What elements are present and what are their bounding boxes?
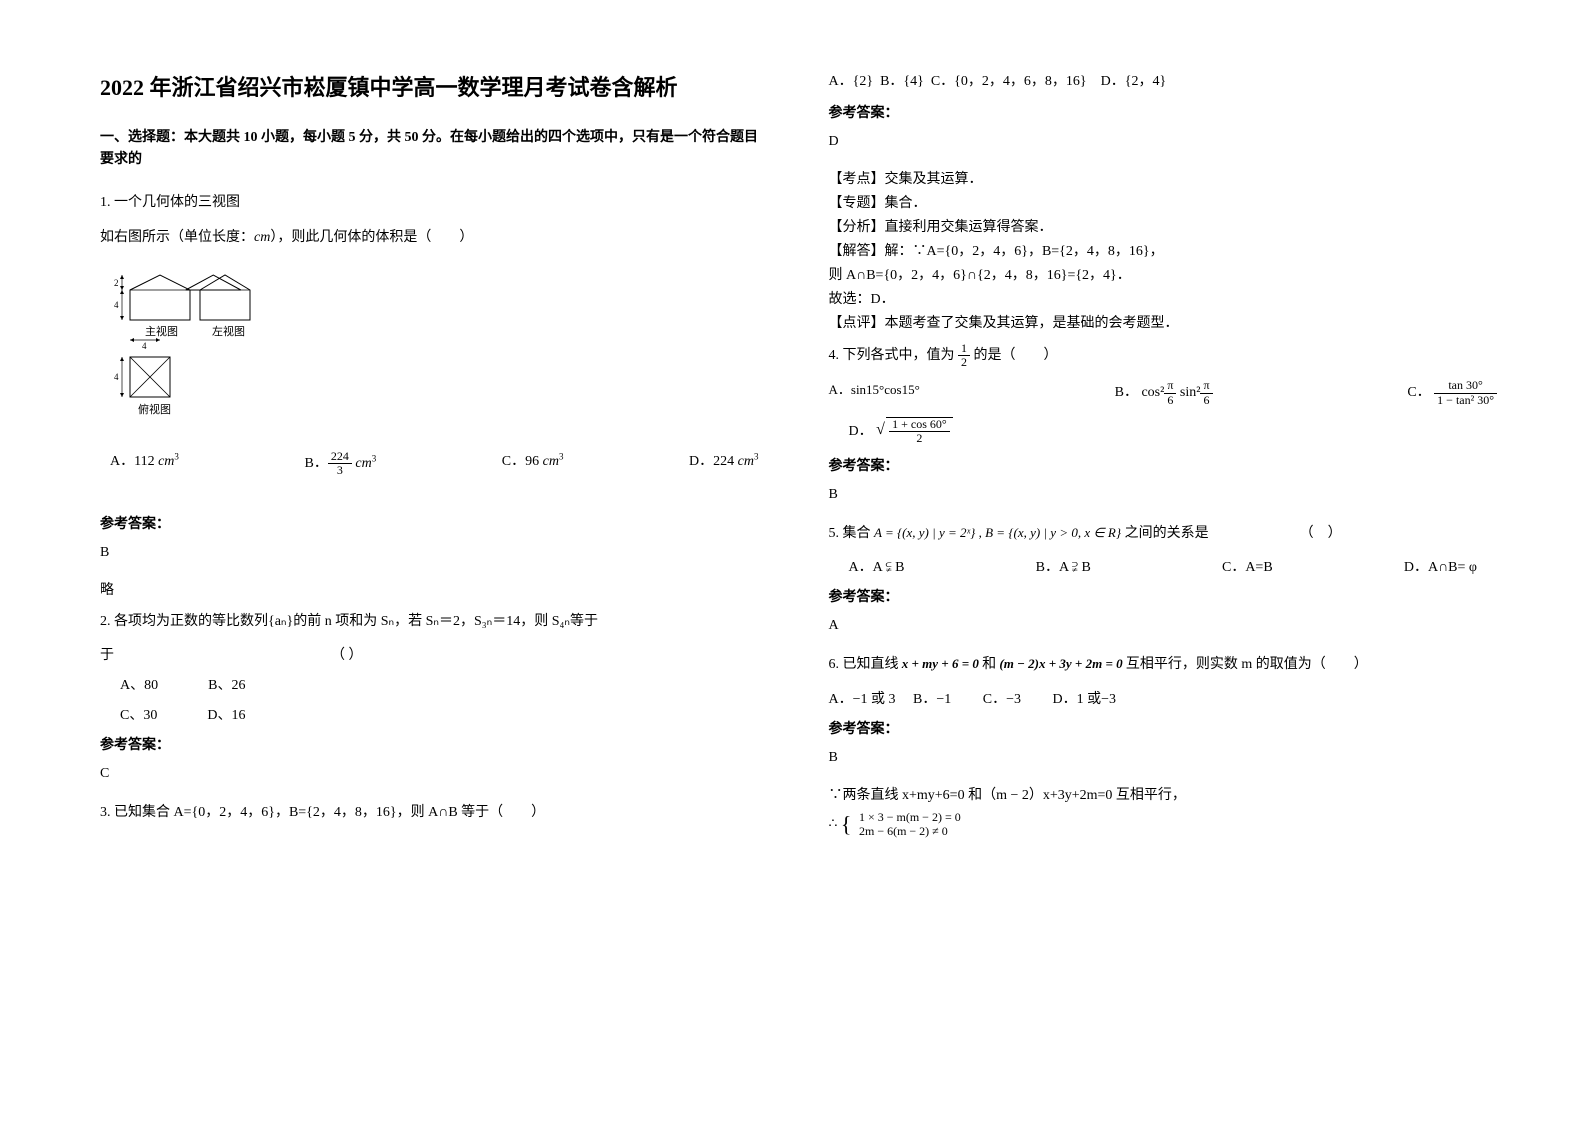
- q2-options: A、80 B、26: [120, 674, 769, 694]
- q1-optD: D．224 cm3: [689, 450, 758, 477]
- q2-options-row2: C、30 D、16: [120, 704, 769, 724]
- dim-2-a: 2: [114, 278, 119, 288]
- q4-optB: B． cos²π6 sin²π6: [1115, 379, 1213, 406]
- top-view-label: 俯视图: [138, 402, 171, 416]
- q2-optB: B、26: [208, 674, 245, 694]
- main-view-label: 主视图: [145, 324, 178, 338]
- q4-options-row1: A．sin15°cos15° B． cos²π6 sin²π6 C． tan 3…: [829, 379, 1498, 406]
- q6-ans-label: 参考答案：: [829, 718, 1498, 738]
- q5-options: A．A ⫋ B B．A ⫌ B C．A=B D．A∩B= φ: [829, 556, 1498, 576]
- three-view-svg: 2 4 主视图 左视图 4: [100, 265, 260, 435]
- dim-4-c: 4: [114, 372, 119, 382]
- q6-exp2: ∴ { 1 × 3 − m(m − 2) = 0 2m − 6(m − 2) ≠…: [829, 810, 1498, 839]
- q2-optC: C、30: [120, 704, 157, 724]
- q6-exp1: ∵两条直线 x+my+6=0 和（m − 2）x+3y+2m=0 互相平行，: [829, 784, 1498, 804]
- q6-ans: B: [829, 750, 1498, 766]
- q1-stem2-post: ），则此几何体的体积是（ ）: [270, 230, 473, 245]
- q3-ans: D: [829, 134, 1498, 150]
- question-6: 6. 已知直线 x + my + 6 = 0 和 (m − 2)x + 3y +…: [829, 652, 1498, 677]
- q3-exp6: 故选：D．: [829, 288, 1498, 308]
- q3-ans-label: 参考答案：: [829, 102, 1498, 122]
- q4-stem-post: 的是（ ）: [974, 348, 1058, 363]
- q3-exp7: 【点评】本题考查了交集及其运算，是基础的会考题型．: [829, 312, 1498, 332]
- q2-optD: D、16: [207, 704, 245, 724]
- q2-optA: A、80: [120, 674, 158, 694]
- q5-optB: B．A ⫌ B: [1036, 556, 1091, 576]
- q6-optD: D．1 或−3: [1052, 692, 1116, 707]
- q4-optD: D． 1 + cos 60°2: [849, 424, 953, 439]
- q3-exp4: 【解答】解：∵A={0，2，4，6}，B={2，4，8，16}，: [829, 240, 1498, 260]
- q6-stem-pre: 6. 已知直线: [829, 657, 899, 672]
- q1-options: A．112 cm3 B．2243 cm3 C．96 cm3 D．224 cm3: [100, 450, 769, 477]
- question-3-stem: 3. 已知集合 A={0，2，4，6}，B={2，4，8，16}，则 A∩B 等…: [100, 800, 769, 825]
- q6-exp2-l2: 2m − 6(m − 2) ≠ 0: [859, 824, 961, 838]
- q3-optB: B．{4}: [880, 74, 924, 89]
- q1-stem-line2: 如右图所示（单位长度：cm），则此几何体的体积是（ ）: [100, 225, 769, 250]
- q3-exp5: 则 A∩B={0，2，4，6}∩{2，4，8，16}={2，4}．: [829, 264, 1498, 284]
- left-view-label: 左视图: [212, 324, 245, 338]
- q1-three-view-diagram: 2 4 主视图 左视图 4: [100, 265, 769, 435]
- q1-optA: A．112 cm3: [110, 450, 179, 477]
- q6-exp2-l1: 1 × 3 − m(m − 2) = 0: [859, 810, 961, 824]
- right-column: A．{2} B．{4} C．{0，2，4，6，8，16} D．{2，4} 参考答…: [829, 70, 1498, 838]
- dim-4-b: 4: [142, 341, 147, 351]
- q6-optA: A．−1 或 3: [829, 692, 896, 707]
- q4-ans-label: 参考答案：: [829, 455, 1498, 475]
- q1-optC: C．96 cm3: [502, 450, 564, 477]
- question-1: 1. 一个几何体的三视图: [100, 190, 769, 215]
- q2-stem-blank: 于 （ ）: [100, 644, 769, 664]
- q3-optC: C．{0，2，4，6，8，16}: [931, 74, 1087, 89]
- q6-options: A．−1 或 3 B．−1 C．−3 D．1 或−3: [829, 688, 1498, 708]
- q2-stem: 2. 各项均为正数的等比数列{aₙ}的前 n 项和为 Sₙ，若 Sₙ＝2，S₃ₙ…: [100, 614, 598, 629]
- section-heading: 一、选择题：本大题共 10 小题，每小题 5 分，共 50 分。在每小题给出的四…: [100, 127, 769, 172]
- q5-optA: A．A ⫋ B: [849, 556, 905, 576]
- q4-options-row2: D． 1 + cos 60°2: [849, 417, 1498, 445]
- q5-sets: A = {(x, y) | y = 2ˣ} , B = {(x, y) | y …: [874, 525, 1121, 540]
- q4-ans: B: [829, 487, 1498, 503]
- q6-optB: B．−1: [913, 692, 951, 707]
- q3-optA: A．{2}: [829, 74, 874, 89]
- page: 2022 年浙江省绍兴市崧厦镇中学高一数学理月考试卷含解析 一、选择题：本大题共…: [0, 0, 1587, 868]
- q3-exp3: 【分析】直接利用交集运算得答案．: [829, 216, 1498, 236]
- q5-ans: A: [829, 618, 1498, 634]
- q5-stem-pre: 5. 集合: [829, 526, 875, 541]
- left-column: 2022 年浙江省绍兴市崧厦镇中学高一数学理月考试卷含解析 一、选择题：本大题共…: [100, 70, 769, 838]
- q6-mid: 和: [982, 657, 996, 672]
- question-2: 2. 各项均为正数的等比数列{aₙ}的前 n 项和为 Sₙ，若 Sₙ＝2，S₃ₙ…: [100, 609, 769, 634]
- q5-ans-label: 参考答案：: [829, 586, 1498, 606]
- q5-optC: C．A=B: [1222, 556, 1273, 576]
- q3-optD: D．{2，4}: [1101, 74, 1167, 89]
- q5-stem-post: 之间的关系是 （ ）: [1121, 526, 1342, 541]
- question-5: 5. 集合 A = {(x, y) | y = 2ˣ} , B = {(x, y…: [829, 521, 1498, 546]
- q6-optC: C．−3: [983, 692, 1021, 707]
- q6-eq1: x + my + 6 = 0: [899, 656, 983, 671]
- q1-unit: cm: [254, 230, 270, 245]
- question-4: 4. 下列各式中，值为 12 的是（ ）: [829, 342, 1498, 369]
- q1-ans: B: [100, 545, 769, 561]
- q4-stem-pre: 4. 下列各式中，值为: [829, 348, 955, 363]
- q1-optB: B．2243 cm3: [305, 450, 377, 477]
- q4-optC: C． tan 30°1 − tan² 30°: [1407, 379, 1497, 406]
- q4-optA: A．sin15°cos15°: [829, 379, 920, 406]
- q1-ans2: 略: [100, 579, 769, 599]
- q2-ans-label: 参考答案：: [100, 734, 769, 754]
- q6-exp2-pre: ∴: [829, 816, 838, 831]
- q1-stem-line1: 1. 一个几何体的三视图: [100, 190, 769, 215]
- q3-options: A．{2} B．{4} C．{0，2，4，6，8，16} D．{2，4}: [829, 70, 1498, 90]
- q3-exp2: 【专题】集合．: [829, 192, 1498, 212]
- q3-exp1: 【考点】交集及其运算．: [829, 168, 1498, 188]
- q5-optD: D．A∩B= φ: [1404, 556, 1477, 576]
- q1-ans-label: 参考答案：: [100, 513, 769, 533]
- doc-title: 2022 年浙江省绍兴市崧厦镇中学高一数学理月考试卷含解析: [100, 70, 769, 102]
- q1-stem2-pre: 如右图所示（单位长度：: [100, 230, 254, 245]
- q2-ans: C: [100, 766, 769, 782]
- q6-stem-post: 互相平行，则实数 m 的取值为（ ）: [1126, 657, 1368, 672]
- q6-eq2: (m − 2)x + 3y + 2m = 0: [996, 656, 1126, 671]
- dim-4-a: 4: [114, 300, 119, 310]
